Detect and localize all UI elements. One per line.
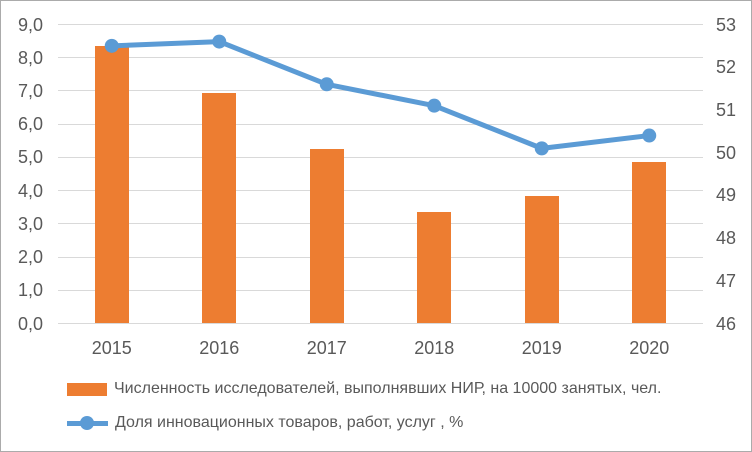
category-tick-label: 2017 [306, 338, 347, 358]
right-axis-tick-label: 50 [716, 142, 737, 163]
bar-series-label: Численность исследователей, выполнявших … [114, 380, 662, 397]
left-axis-tick-label: 0,0 [17, 313, 43, 334]
gridline [58, 190, 703, 192]
right-axis-tick-label: 53 [716, 14, 737, 35]
left-axis-tick-label: 2,0 [17, 247, 43, 268]
gridline [58, 24, 703, 25]
bar-2016 [202, 92, 237, 324]
left-axis-tick-label: 8,0 [17, 47, 43, 68]
right-axis-tick-label: 47 [716, 270, 737, 291]
category-tick-label: 2018 [414, 338, 455, 358]
bar-2020 [632, 162, 667, 324]
gridline [58, 323, 703, 324]
bar-2017 [309, 149, 344, 324]
left-axis-tick-label: 1,0 [17, 280, 43, 301]
gridline [58, 256, 703, 258]
left-axis-tick-label: 4,0 [17, 180, 43, 201]
line-marker-2019 [534, 141, 549, 156]
bar-2019 [524, 195, 559, 324]
legend-item-bar-series: Численность исследователей, выполнявших … [67, 378, 661, 400]
line-marker-2016 [212, 34, 227, 49]
category-tick-label: 2019 [521, 338, 562, 358]
right-axis-tick-label: 52 [716, 57, 737, 78]
line-marker-2018 [427, 98, 442, 113]
legend-item-line-series: Доля инновационных товаров, работ, услуг… [67, 412, 661, 434]
left-axis-tick-label: 6,0 [17, 114, 43, 135]
line-series-label: Доля инновационных товаров, работ, услуг… [115, 414, 464, 431]
left-axis-tick-label: 3,0 [17, 213, 43, 234]
line-marker-2020 [642, 128, 657, 143]
line-series-marker-dot [80, 416, 94, 430]
bar-series-swatch [67, 382, 107, 396]
category-tick-label: 2016 [199, 338, 240, 358]
category-tick-label: 2015 [91, 338, 132, 358]
left-axis-tick-label: 9,0 [17, 14, 43, 35]
gridline [58, 289, 703, 291]
left-axis-tick-label: 7,0 [17, 80, 43, 101]
gridline [58, 123, 703, 125]
category-tick-label: 2020 [629, 338, 670, 358]
right-axis-tick-label: 51 [716, 99, 737, 120]
legend: Численность исследователей, выполнявших … [67, 378, 661, 446]
line-series-path [109, 39, 652, 151]
line-series-swatch [67, 416, 108, 430]
left-axis-tick-label: 5,0 [17, 147, 43, 168]
right-axis-tick-label: 46 [716, 313, 737, 334]
line-marker-2015 [104, 38, 119, 53]
gridline [58, 223, 703, 225]
gridline [58, 156, 703, 158]
gridline [58, 90, 703, 92]
right-axis-tick-label: 49 [716, 185, 737, 206]
gridline [58, 57, 703, 59]
bar-2015 [94, 46, 129, 324]
bar-2018 [417, 212, 452, 324]
line-marker-2017 [319, 77, 334, 92]
right-axis-tick-label: 48 [716, 228, 737, 249]
